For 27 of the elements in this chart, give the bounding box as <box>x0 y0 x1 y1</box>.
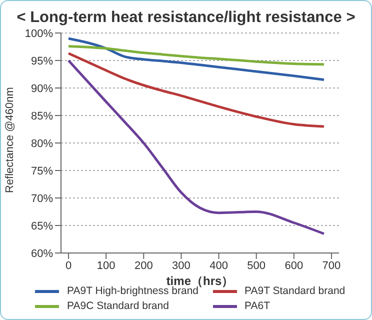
y-tick-label: 70% <box>30 192 54 205</box>
chart-title: < Long-term heat resistance/light resistance > <box>16 9 356 27</box>
x-tick-label: 700 <box>322 260 341 272</box>
line-series <box>67 52 326 128</box>
line-series <box>67 44 326 66</box>
x-tick-label: 500 <box>247 260 266 272</box>
legend-label: PA9C Standard brand <box>67 300 169 312</box>
y-tick-label: 75% <box>30 165 54 178</box>
legend-label: PA9T High-brightness brand <box>67 285 199 297</box>
y-tick-label: 60% <box>30 248 54 260</box>
y-tick-label: 100% <box>24 28 54 40</box>
y-axis-title: Reflectance @460nm <box>4 87 16 193</box>
y-tick-label: 90% <box>30 82 54 95</box>
y-tick-label: 80% <box>30 138 54 150</box>
y-tick-label: 65% <box>30 220 54 232</box>
x-tick-label: 400 <box>210 260 228 272</box>
x-tick-label: 100 <box>96 260 116 272</box>
legend-label: PA9T Standard brand <box>244 285 346 297</box>
y-tick-label: 85% <box>30 110 54 122</box>
x-tick-label: 200 <box>134 260 153 272</box>
x-tick-label: 600 <box>284 260 304 272</box>
line-series <box>67 37 326 81</box>
x-tick-label: 0 <box>65 260 72 272</box>
y-tick-label: 95% <box>30 55 54 68</box>
line-series <box>67 59 326 235</box>
x-tick-label: 300 <box>172 260 190 272</box>
legend-label: PA6T <box>244 300 270 312</box>
